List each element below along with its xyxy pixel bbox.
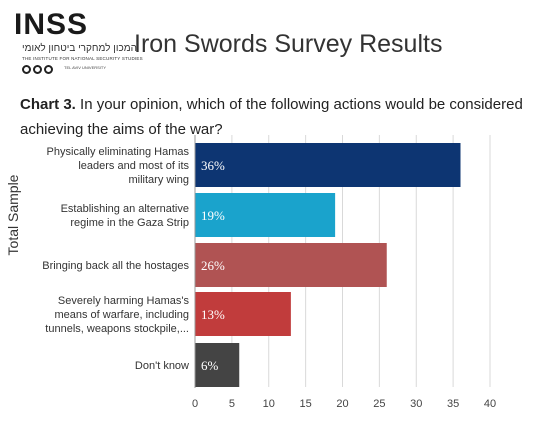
category-label: Establishing an alternative regime in the… (61, 203, 189, 229)
category-label: Bringing back all the hostages (42, 260, 189, 272)
x-tick-label: 5 (229, 398, 235, 410)
data-label: 36% (201, 158, 225, 173)
chart-number: Chart 3. (20, 96, 76, 113)
logo-wordmark: INSS (14, 8, 89, 41)
x-tick-label: 15 (300, 398, 312, 410)
x-tick-label: 25 (373, 398, 385, 410)
bar (195, 343, 240, 387)
x-tick-label: 10 (263, 398, 275, 410)
chart-question: Chart 3. In your opinion, which of the f… (20, 92, 525, 142)
bar (195, 193, 336, 237)
logo-hebrew-name: המכון למחקרי ביטחון לאומי (22, 43, 137, 54)
bar (195, 143, 461, 187)
x-tick-label: 0 (192, 398, 198, 410)
logo-english-name: THE INSTITUTE FOR NATIONAL SECURITY STUD… (22, 56, 143, 61)
bar (195, 292, 291, 336)
logo-tagline: TEL AVIV UNIVERSITY (64, 65, 107, 70)
category-label: Don't know (135, 360, 189, 372)
question-text: In your opinion, which of the following … (20, 96, 523, 138)
x-tick-label: 35 (447, 398, 459, 410)
x-tick-label: 40 (484, 398, 496, 410)
logo-circles-icon (22, 65, 53, 74)
x-tick-label: 20 (336, 398, 348, 410)
data-label: 26% (201, 258, 225, 273)
y-axis-title: Total Sample (5, 174, 21, 255)
category-label: Physically eliminating Hamas leaders and … (47, 146, 190, 186)
x-tick-label: 30 (410, 398, 422, 410)
page-title: Iron Swords Survey Results (134, 30, 443, 58)
bar (195, 243, 387, 287)
data-label: 19% (201, 208, 225, 223)
category-label: Severely harming Hamas's means of warfare… (45, 295, 189, 335)
data-label: 13% (201, 307, 225, 322)
inss-logo: INSS המכון למחקרי ביטחון לאומי THE INSTI… (14, 8, 143, 80)
data-label: 6% (201, 358, 219, 373)
